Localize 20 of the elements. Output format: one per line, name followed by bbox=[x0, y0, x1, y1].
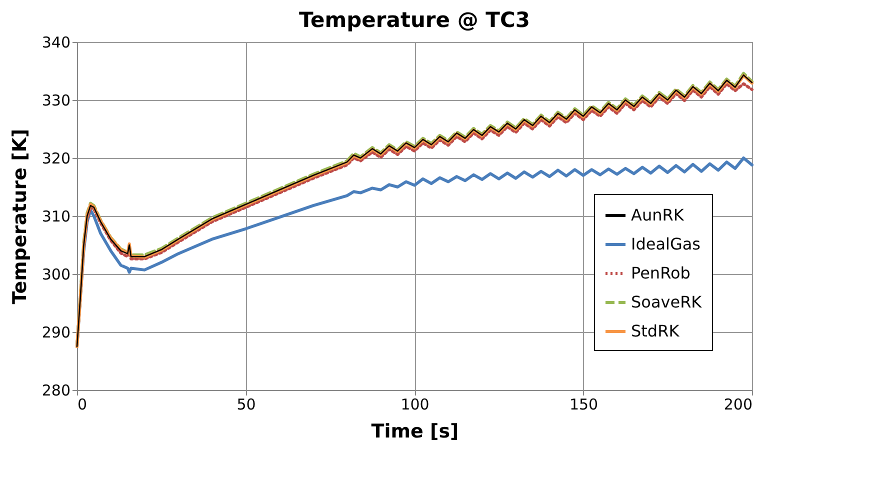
y-tick-label: 290 bbox=[42, 324, 70, 342]
legend-label: SoaveRK bbox=[631, 292, 702, 312]
y-tick-label: 320 bbox=[42, 150, 70, 168]
x-tick-label: 150 bbox=[569, 396, 598, 414]
y-tick-label: 340 bbox=[42, 34, 70, 52]
y-axis-title: Temperature [K] bbox=[8, 128, 31, 304]
y-tick-label: 280 bbox=[42, 382, 70, 400]
x-tick-label: 0 bbox=[78, 396, 88, 414]
y-tick-label: 330 bbox=[42, 92, 70, 110]
x-tick-label: 50 bbox=[236, 396, 256, 414]
legend-label: AunRK bbox=[631, 206, 684, 224]
x-axis-title: Time [s] bbox=[371, 420, 459, 442]
y-tick-label: 300 bbox=[42, 266, 70, 284]
chart-title: Temperature @ TC3 bbox=[298, 8, 530, 32]
y-tick-label: 310 bbox=[42, 208, 70, 226]
x-tick-label: 100 bbox=[400, 396, 430, 414]
legend-label: PenRob bbox=[631, 264, 690, 282]
x-tick-label: 200 bbox=[724, 396, 752, 414]
legend-label: StdRK bbox=[631, 322, 680, 340]
legend-label: IdealGas bbox=[631, 234, 701, 254]
